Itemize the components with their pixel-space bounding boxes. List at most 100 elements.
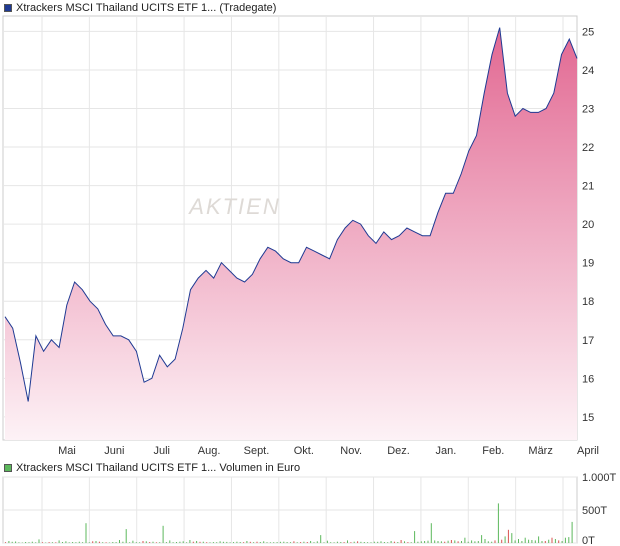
volume-bar [152,541,154,543]
price-x-tick-label: Sept. [244,445,270,457]
volume-bar [21,542,23,543]
volume-bar [514,540,516,543]
volume-legend-swatch [4,464,12,472]
volume-bar [196,541,198,543]
volume-bar [222,541,224,543]
volume-y-tick-label: 1.000T [582,472,617,484]
volume-bar [357,541,359,543]
volume-bar [236,541,238,543]
volume-bar [511,533,513,543]
volume-bar [169,540,171,543]
volume-bar [461,541,462,543]
price-x-tick-label: März [528,445,552,457]
volume-bar [484,539,486,543]
price-x-tick-label: Aug. [198,445,221,457]
volume-bar [424,541,426,543]
volume-bar [246,541,248,543]
volume-bar [464,537,466,543]
volume-chart: 1.000T 500T 0T [2,472,617,546]
volume-bar [393,541,395,543]
volume-bar [239,542,241,543]
price-legend-swatch [4,4,12,12]
volume-bar [404,541,405,543]
volume-bar [199,541,201,543]
volume-bar [35,542,37,543]
volume-bar [437,541,439,543]
volume-bar [313,542,315,543]
volume-bar [112,542,114,543]
volume-bar [11,541,13,543]
volume-bar [296,542,298,543]
volume-bar [471,540,473,543]
volume-bar [320,535,322,543]
price-y-tick-label: 21 [582,181,594,193]
volume-bar [85,523,87,543]
volume-bar [279,541,281,543]
volume-bar [58,540,60,543]
volume-bar [440,541,442,543]
volume-bar [373,541,375,543]
price-y-tick-label: 17 [582,335,594,347]
volume-bar [383,542,385,543]
volume-bar [450,540,452,543]
volume-bar [326,540,328,543]
volume-bar [206,542,208,543]
volume-bar [434,540,436,543]
volume-bar [564,537,566,543]
volume-bar [350,542,352,543]
volume-bar [457,541,459,543]
volume-bar [538,536,540,543]
volume-bar [165,542,167,543]
volume-bar [340,542,342,543]
volume-bar [25,542,27,543]
volume-bar [531,540,533,543]
volume-bar [68,542,70,543]
volume-bar [28,542,30,543]
volume-bar [209,542,211,543]
volume-bar [115,542,117,543]
volume-bar [561,541,563,543]
price-y-tick-label: 25 [582,26,594,38]
volume-bar [88,542,90,543]
volume-bar [397,542,399,543]
volume-legend: Xtrackers MSCI Thailand UCITS ETF 1... V… [4,462,300,474]
volume-bar [82,542,84,543]
volume-bar [145,541,147,543]
volume-bar [524,537,526,543]
volume-bar [454,540,456,543]
volume-bar [55,542,57,543]
volume-bar [283,541,285,543]
volume-bar [105,542,107,543]
volume-bar [568,537,570,543]
volume-bar [216,542,218,543]
volume-bar [98,541,100,543]
volume-bar [534,540,536,543]
volume-bar [62,542,63,543]
volume-bar [541,541,543,543]
volume-bar [477,541,479,543]
volume-bar [38,539,40,543]
volume-bar [139,542,141,543]
volume-bar [172,542,174,543]
volume-bar [266,542,268,543]
volume-bar [273,542,275,543]
volume-bar [554,539,556,543]
price-x-axis: Mai Juni Juli Aug. Sept. Okt. Nov. Dez. Jan. Feb.… [58,445,599,457]
volume-bar [65,541,67,543]
volume-bar [72,542,74,543]
volume-y-tick-label: 0T [582,535,595,546]
volume-bar [367,542,369,543]
volume-y-axis: 1.000T 500T 0T [582,472,617,546]
price-legend: Xtrackers MSCI Thailand UCITS ETF 1... (… [4,2,276,14]
volume-bar [548,539,550,543]
volume-bar [256,541,258,543]
volume-bar [410,542,412,543]
volume-bar [300,542,302,543]
volume-bar [377,541,379,543]
volume-bar [182,541,184,543]
volume-bar [528,539,530,543]
volume-bar [149,542,151,543]
volume-bar [497,503,499,543]
volume-bar [192,541,194,543]
price-x-tick-label: Juli [153,445,170,457]
